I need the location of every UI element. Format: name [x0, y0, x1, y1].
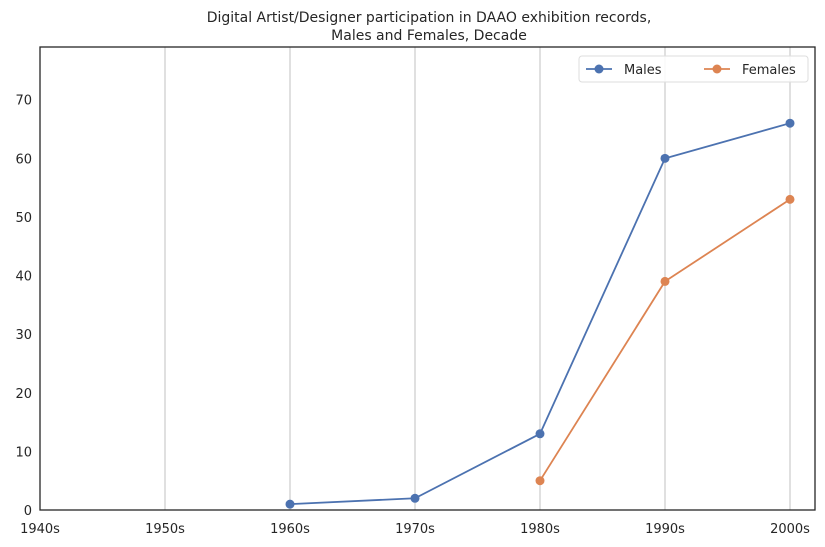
series-males	[285, 118, 795, 509]
legend-label-females: Females	[742, 63, 796, 78]
x-tick-label-1940s: 1940s	[20, 522, 60, 537]
legend-label-males: Males	[624, 63, 662, 78]
y-tick-label-30: 30	[15, 328, 32, 343]
plot-frame	[39, 46, 816, 511]
point-males-2000s	[785, 118, 795, 128]
point-females-2000s	[785, 194, 795, 204]
y-tick-label-60: 60	[15, 152, 32, 167]
point-males-1980s	[535, 429, 545, 439]
x-tick-label-2000s: 2000s	[770, 522, 810, 537]
chart-title-line-2: Males and Females, Decade	[331, 28, 527, 44]
y-axis: 0 10 20 30 40 50 60 70	[15, 94, 32, 519]
legend: Males Females	[578, 55, 809, 83]
x-tick-label-1970s: 1970s	[395, 522, 435, 537]
y-tick-label-70: 70	[15, 94, 32, 109]
series-layer	[285, 118, 795, 509]
y-tick-label-40: 40	[15, 270, 32, 285]
x-axis: 1940s 1950s 1960s 1970s 1980s 1990s 2000s	[20, 522, 810, 537]
point-females-1990s	[660, 276, 670, 286]
legend-marker-females	[712, 64, 722, 74]
x-tick-label-1980s: 1980s	[520, 522, 560, 537]
point-females-1980s	[535, 476, 545, 486]
legend-box	[578, 55, 809, 83]
y-tick-label-10: 10	[15, 445, 32, 460]
point-males-1990s	[660, 153, 670, 163]
x-tick-label-1960s: 1960s	[270, 522, 310, 537]
y-tick-label-20: 20	[15, 387, 32, 402]
point-males-1960s	[285, 499, 295, 509]
y-tick-label-50: 50	[15, 211, 32, 226]
legend-marker-males	[594, 64, 604, 74]
chart-title-line-1: Digital Artist/Designer participation in…	[207, 10, 652, 26]
point-males-1970s	[410, 493, 420, 503]
grid-lines	[164, 47, 791, 510]
x-tick-label-1990s: 1990s	[645, 522, 685, 537]
series-females	[535, 194, 795, 486]
x-tick-label-1950s: 1950s	[145, 522, 185, 537]
y-tick-label-0: 0	[24, 504, 32, 519]
